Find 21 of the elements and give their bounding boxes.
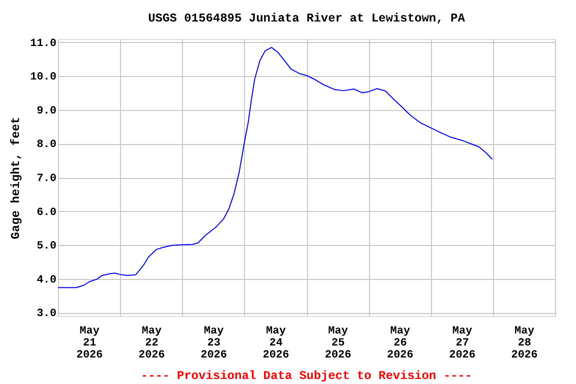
chart-title: USGS 01564895 Juniata River at Lewistown, PA: [148, 11, 466, 26]
y-tick-label: 8.0: [36, 139, 56, 152]
x-tick-label: May 27 2026: [449, 326, 476, 362]
x-tick-label: May 23 2026: [200, 326, 228, 362]
x-tick-label: May 22 2026: [138, 326, 165, 362]
y-tick-label: 4.0: [36, 274, 56, 286]
y-tick-label: 10.0: [30, 72, 56, 84]
line-series: [58, 46, 493, 288]
y-tick-label: 5.0: [36, 240, 56, 253]
text: ---- Provisional Data Subject to Revision ----: [140, 369, 472, 383]
x-tick-label: May 28 2026: [511, 326, 538, 362]
y-tick-label: 9.0: [36, 105, 56, 118]
y-tick-label: 11.0: [30, 38, 56, 50]
x-tick-label: May 21 2026: [76, 326, 103, 362]
y-tick-label: 3.0: [36, 308, 56, 320]
x-tick-label: May 26 2026: [386, 326, 414, 362]
y-axis-title: Gage height, feet: [9, 116, 24, 240]
y-tick-label: 7.0: [36, 173, 56, 185]
y-tick-label: 6.0: [36, 206, 56, 219]
x-tick-label: May 24 2026: [262, 326, 290, 362]
x-tick-label: May 25 2026: [324, 326, 352, 362]
